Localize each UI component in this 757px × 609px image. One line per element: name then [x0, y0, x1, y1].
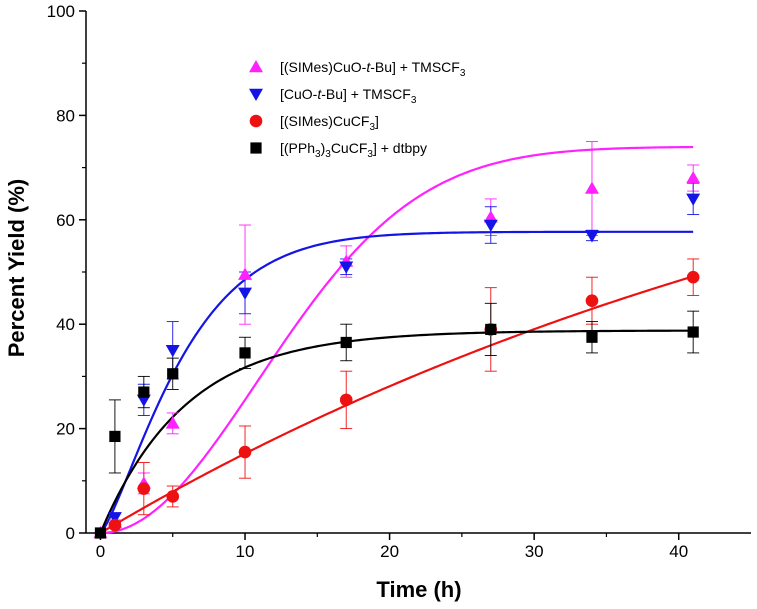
data-markers	[93, 171, 701, 539]
data-point-series-1	[686, 171, 701, 184]
y-tick-label: 60	[56, 211, 75, 230]
legend-marker-2	[249, 88, 263, 101]
data-point-series-3	[339, 393, 353, 407]
data-point-series-2	[165, 345, 180, 358]
data-point-series-1	[238, 267, 253, 280]
x-tick-label: 0	[96, 542, 105, 561]
fit-curve-series-1	[100, 145, 694, 535]
data-point-series-2	[339, 261, 354, 274]
data-point-series-2	[136, 394, 151, 407]
data-point-series-4	[485, 323, 497, 336]
fit-curve-series-4	[99, 329, 694, 534]
data-point-series-2	[107, 512, 122, 525]
data-point-series-3	[137, 482, 151, 495]
fit-curve-series-3	[99, 275, 694, 534]
data-point-series-4	[687, 326, 699, 338]
data-point-series-2	[584, 230, 599, 243]
data-point-series-3	[585, 294, 599, 308]
x-tick-label: 10	[236, 542, 255, 561]
data-point-series-4	[586, 331, 598, 343]
data-point-series-3	[108, 518, 122, 532]
data-point-series-1	[584, 181, 599, 194]
legend-label-2: [CuO-t-Bu] + TMSCF3	[280, 86, 417, 106]
x-tick-label: 40	[669, 542, 688, 561]
data-point-series-2	[483, 219, 498, 233]
fit-curves	[99, 145, 694, 535]
legend-marker-4	[250, 142, 262, 154]
data-point-series-2	[238, 287, 253, 300]
legend-marker-1	[249, 60, 263, 73]
data-point-series-1	[483, 210, 498, 223]
x-tick-label: 30	[525, 542, 544, 561]
data-point-series-3	[238, 445, 252, 459]
legend-label-4: [(PPh3)3CuCF3] + dtbpy	[280, 140, 427, 160]
y-axis-title: Percent Yield (%)	[4, 179, 29, 358]
y-tick-label: 40	[56, 315, 75, 334]
axes: 0 10 20 30 40 0 20 40 60 80 100	[47, 2, 751, 561]
data-point-series-1	[165, 416, 180, 429]
x-tick-label: 20	[380, 542, 399, 561]
data-point-series-2	[686, 193, 701, 206]
y-tick-label: 0	[66, 524, 75, 543]
y-tick-label: 100	[47, 2, 75, 21]
data-point-series-4	[94, 527, 107, 539]
data-point-series-4	[109, 430, 121, 443]
legend-label-3: [(SIMes)CuCF3]	[280, 113, 379, 133]
data-point-series-4	[167, 368, 179, 380]
legend-label-1: [(SIMes)CuO-t-Bu] + TMSCF3	[280, 59, 466, 79]
data-point-series-4	[239, 347, 251, 359]
legend-marker-3	[249, 114, 263, 128]
data-point-series-3	[166, 490, 180, 503]
data-point-series-4	[340, 336, 352, 349]
legend: [(SIMes)CuO-t-Bu] + TMSCF3 [CuO-t-Bu] + T…	[249, 59, 466, 160]
y-tick-label: 20	[56, 420, 75, 439]
data-point-series-3	[686, 270, 700, 284]
x-axis-title: Time (h)	[376, 577, 461, 602]
data-point-series-4	[138, 386, 150, 398]
y-tick-label: 80	[56, 106, 75, 125]
